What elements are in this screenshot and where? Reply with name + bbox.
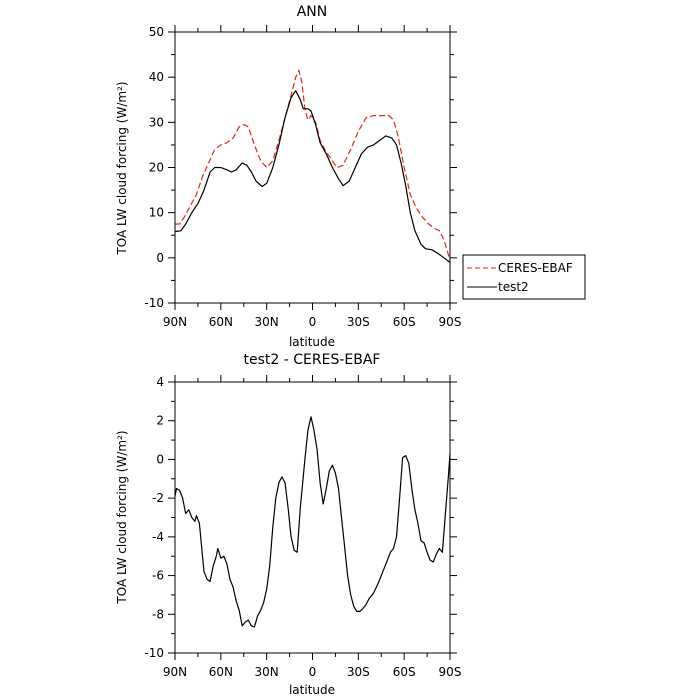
top-panel-xlabel: latitude — [289, 335, 335, 349]
top-panel: ANN -10 0 10 20 30 40 50 90N 60N 30N 0 30S 60S 90S la… — [115, 4, 586, 349]
bottom-ytick-label: 0 — [156, 452, 164, 466]
top-xtick-label: 0 — [309, 315, 317, 329]
bottom-panel-xlabel: latitude — [289, 683, 335, 697]
bottom-ytick-label: -2 — [152, 491, 164, 505]
top-xtick-label: 30S — [347, 315, 370, 329]
bottom-xtick-label: 30N — [255, 665, 279, 679]
top-ytick-label: 30 — [149, 115, 164, 129]
bottom-ytick-label: -8 — [152, 607, 164, 621]
top-panel-axes: -10 0 10 20 30 40 50 90N 60N 30N 0 30S 60S 90S — [144, 25, 461, 329]
bottom-xtick-label: 90N — [163, 665, 187, 679]
top-xtick-label: 90S — [439, 315, 462, 329]
top-series-line-ceres-ebaf — [175, 69, 451, 261]
top-series-line-test2 — [174, 90, 451, 263]
top-xtick-label: 60N — [209, 315, 233, 329]
top-xtick-label: 60S — [393, 315, 416, 329]
bottom-ytick-label: 4 — [156, 375, 164, 389]
top-panel-series — [174, 69, 451, 263]
legend-label-ceres-ebaf: CERES-EBAF — [498, 261, 573, 275]
bottom-xtick-label: 60N — [209, 665, 233, 679]
bottom-panel-title: test2 - CERES-EBAF — [244, 352, 381, 368]
top-panel-title: ANN — [297, 4, 328, 20]
bottom-xtick-label: 90S — [439, 665, 462, 679]
bottom-panel-series — [174, 416, 451, 628]
top-panel-ylabel: TOA LW cloud forcing (W/m²) — [115, 81, 129, 255]
bottom-xtick-label: 30S — [347, 665, 370, 679]
legend-label-test2: test2 — [498, 280, 529, 294]
bottom-panel-axes: -10 -8 -6 -4 -2 0 2 4 90N 60N 30N 0 30S 60S 90S — [144, 375, 461, 679]
legend-box — [462, 254, 586, 300]
top-ytick-label: 0 — [156, 251, 164, 265]
bottom-panel-frame — [174, 381, 451, 654]
bottom-ytick-label: 2 — [156, 414, 164, 428]
top-xtick-label: 30N — [255, 315, 279, 329]
top-ytick-label: 50 — [149, 25, 164, 39]
top-ytick-label: 20 — [149, 161, 164, 175]
bottom-panel: test2 - CERES-EBAF -10 -8 -6 -4 -2 0 2 4 90N 60N 3… — [115, 352, 461, 697]
top-ytick-label: 40 — [149, 70, 164, 84]
bottom-panel-ylabel: TOA LW cloud forcing (W/m²) — [115, 430, 129, 604]
bottom-ytick-label: -10 — [144, 646, 164, 660]
top-panel-frame — [174, 31, 451, 304]
top-ytick-label: 10 — [149, 206, 164, 220]
bottom-xtick-label: 60S — [393, 665, 416, 679]
bottom-xtick-label: 0 — [309, 665, 317, 679]
bottom-ytick-label: -6 — [152, 569, 164, 583]
top-ytick-label: -10 — [144, 296, 164, 310]
bottom-ytick-label: -4 — [152, 530, 164, 544]
bottom-series-line-0 — [174, 416, 451, 628]
legend: CERES-EBAF test2 — [462, 254, 586, 300]
top-xtick-label: 90N — [163, 315, 187, 329]
